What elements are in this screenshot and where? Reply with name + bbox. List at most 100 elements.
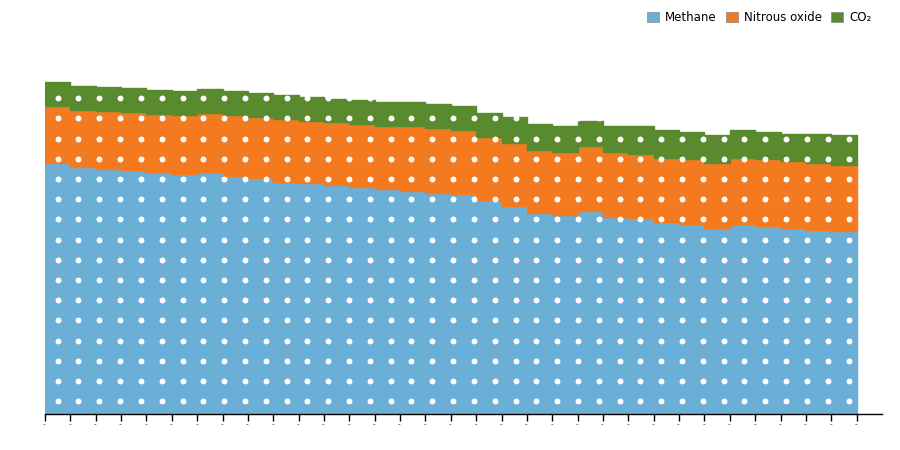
Point — [446, 256, 460, 263]
Point — [550, 216, 564, 223]
Point — [737, 236, 751, 243]
Point — [842, 397, 856, 405]
Point — [862, 75, 877, 82]
Point — [238, 155, 252, 162]
Point — [737, 256, 751, 263]
Point — [634, 337, 648, 344]
Point — [696, 276, 710, 284]
Point — [363, 216, 377, 223]
Point — [176, 54, 190, 62]
Point — [800, 94, 814, 102]
Point — [758, 297, 772, 304]
Point — [675, 236, 689, 243]
Point — [654, 337, 669, 344]
Point — [550, 337, 564, 344]
Point — [862, 196, 877, 203]
Point — [737, 276, 751, 284]
Point — [571, 216, 585, 223]
Point — [675, 54, 689, 62]
Point — [342, 377, 356, 384]
Point — [550, 256, 564, 263]
Point — [238, 216, 252, 223]
Point — [258, 176, 273, 183]
Point — [383, 115, 398, 122]
Point — [800, 337, 814, 344]
Point — [155, 337, 169, 344]
Point — [612, 196, 626, 203]
Point — [301, 94, 315, 102]
Point — [258, 94, 273, 102]
Point — [176, 236, 190, 243]
Point — [279, 176, 293, 183]
Point — [778, 256, 793, 263]
Point — [321, 236, 336, 243]
Point — [383, 94, 398, 102]
Point — [176, 377, 190, 384]
Point — [71, 75, 86, 82]
Point — [71, 54, 86, 62]
Point — [529, 196, 544, 203]
Point — [258, 236, 273, 243]
Point — [550, 75, 564, 82]
Point — [716, 115, 731, 122]
Point — [675, 115, 689, 122]
Point — [737, 397, 751, 405]
Point — [238, 236, 252, 243]
Point — [342, 75, 356, 82]
Point — [571, 377, 585, 384]
Point — [862, 256, 877, 263]
Point — [862, 54, 877, 62]
Point — [238, 256, 252, 263]
Point — [675, 377, 689, 384]
Point — [238, 337, 252, 344]
Point — [301, 337, 315, 344]
Point — [529, 94, 544, 102]
Point — [737, 155, 751, 162]
Point — [342, 155, 356, 162]
Point — [675, 256, 689, 263]
Point — [612, 135, 626, 142]
Point — [529, 276, 544, 284]
Point — [716, 196, 731, 203]
Point — [112, 397, 127, 405]
Point — [654, 216, 669, 223]
Point — [134, 276, 148, 284]
Point — [92, 75, 106, 82]
Point — [134, 155, 148, 162]
Point — [758, 357, 772, 364]
Point — [321, 75, 336, 82]
Point — [758, 54, 772, 62]
Point — [342, 216, 356, 223]
Point — [696, 75, 710, 82]
Point — [758, 135, 772, 142]
Point — [842, 276, 856, 284]
Point — [92, 317, 106, 324]
Point — [92, 176, 106, 183]
Point — [508, 236, 523, 243]
Point — [716, 94, 731, 102]
Point — [196, 216, 211, 223]
Point — [301, 317, 315, 324]
Point — [217, 176, 231, 183]
Point — [821, 196, 835, 203]
Point — [696, 377, 710, 384]
Point — [800, 155, 814, 162]
Point — [654, 297, 669, 304]
Point — [134, 377, 148, 384]
Point — [842, 357, 856, 364]
Point — [112, 196, 127, 203]
Point — [612, 236, 626, 243]
Point — [737, 176, 751, 183]
Point — [301, 115, 315, 122]
Point — [404, 397, 419, 405]
Point — [800, 135, 814, 142]
Point — [196, 256, 211, 263]
Point — [654, 357, 669, 364]
Point — [196, 357, 211, 364]
Point — [342, 196, 356, 203]
Point — [612, 357, 626, 364]
Point — [571, 297, 585, 304]
Point — [654, 115, 669, 122]
Point — [737, 54, 751, 62]
Point — [488, 54, 502, 62]
